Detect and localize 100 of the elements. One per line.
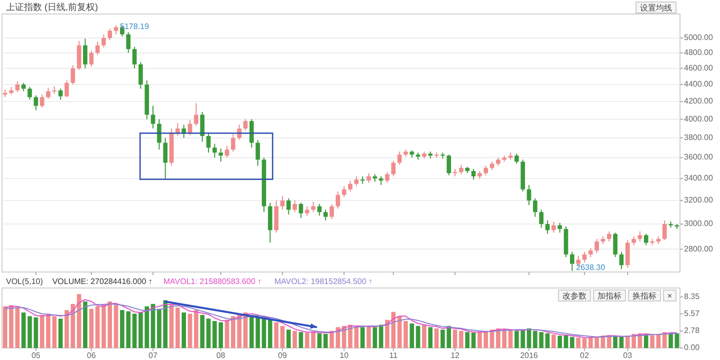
x-tick-label: 02 bbox=[580, 351, 590, 360]
bar bbox=[268, 320, 272, 348]
bar bbox=[182, 312, 186, 348]
candlestick bbox=[163, 137, 168, 179]
candlestick bbox=[570, 251, 574, 272]
bar bbox=[613, 336, 618, 348]
annotation: 换指标 bbox=[632, 292, 657, 300]
bar bbox=[40, 314, 44, 348]
bar bbox=[89, 308, 94, 348]
candlestick bbox=[249, 118, 254, 148]
candlestick bbox=[230, 134, 236, 152]
candlestick bbox=[102, 34, 106, 48]
candlestick bbox=[323, 209, 328, 221]
annotation: 2638.30 bbox=[576, 262, 606, 272]
candlestick bbox=[526, 184, 532, 206]
bar bbox=[582, 338, 587, 348]
annotation: 5178.19 bbox=[120, 22, 150, 32]
bar bbox=[471, 332, 476, 348]
candlestick bbox=[89, 50, 94, 68]
candlestick bbox=[243, 118, 248, 131]
bar bbox=[15, 308, 20, 348]
y-tick-label: 4400.00 bbox=[684, 80, 714, 89]
bar bbox=[194, 310, 198, 348]
candlestick bbox=[218, 148, 223, 162]
candlestick bbox=[194, 102, 198, 126]
candlestick bbox=[83, 38, 88, 69]
bar bbox=[200, 314, 204, 348]
bar bbox=[2, 306, 8, 348]
x-tick-label: 12 bbox=[450, 351, 460, 360]
bar bbox=[545, 333, 550, 348]
bar bbox=[58, 318, 63, 348]
candlestick bbox=[662, 220, 667, 241]
bar bbox=[372, 327, 378, 348]
candlestick bbox=[311, 201, 316, 213]
candlestick bbox=[539, 209, 544, 228]
bar bbox=[416, 326, 420, 348]
y-tick-label: 3400.00 bbox=[684, 174, 714, 183]
candlestick bbox=[206, 132, 211, 154]
y-tick-label: 4000.00 bbox=[684, 114, 714, 124]
text: MAVOL2: 198152854.500 ↑ bbox=[274, 277, 373, 286]
candlestick bbox=[304, 206, 310, 216]
bar bbox=[360, 327, 365, 348]
candlestick bbox=[95, 41, 100, 56]
y-tick-label: 0.00 bbox=[684, 343, 700, 352]
bar bbox=[330, 330, 334, 348]
candlestick bbox=[619, 251, 624, 270]
candlestick bbox=[484, 165, 488, 176]
candlestick bbox=[200, 112, 204, 142]
candlestick bbox=[551, 221, 556, 234]
y-tick-label: 2800.00 bbox=[684, 244, 714, 254]
y-tick-label: 4600.00 bbox=[684, 63, 714, 72]
bar bbox=[83, 301, 88, 348]
x-tick-label: 03 bbox=[623, 351, 633, 360]
candlestick bbox=[298, 202, 304, 219]
candlestick bbox=[397, 151, 402, 166]
bar bbox=[644, 334, 648, 348]
bar bbox=[21, 312, 26, 348]
candlestick bbox=[114, 24, 118, 35]
y-tick-label: 8.35 bbox=[684, 292, 700, 301]
candlestick bbox=[212, 143, 217, 158]
y-tick-label: 4200.00 bbox=[684, 96, 714, 106]
annotation: × bbox=[667, 292, 672, 300]
candlestick bbox=[588, 247, 593, 258]
x-tick-label: 2016 bbox=[520, 351, 538, 360]
chart-title: 上证指数 (日线,前复权) bbox=[6, 2, 98, 12]
y-tick-label: 5000.00 bbox=[684, 33, 714, 42]
bar bbox=[286, 330, 291, 348]
x-tick-label: 05 bbox=[31, 351, 41, 360]
candlestick bbox=[342, 186, 346, 198]
x-tick-label: 07 bbox=[148, 351, 158, 360]
candlestick bbox=[514, 153, 519, 164]
y-tick-label: 3600.00 bbox=[684, 152, 714, 162]
candlestick bbox=[613, 232, 618, 258]
candlestick bbox=[391, 160, 396, 177]
bar bbox=[348, 324, 352, 348]
bar bbox=[95, 306, 100, 348]
candlestick bbox=[224, 145, 230, 158]
candlestick bbox=[15, 80, 20, 93]
candlestick bbox=[126, 32, 131, 54]
candlestick bbox=[157, 118, 162, 150]
bar bbox=[434, 328, 439, 348]
candlestick bbox=[256, 139, 260, 166]
x-tick-label: 09 bbox=[278, 351, 288, 360]
candlestick bbox=[138, 62, 143, 90]
bar bbox=[570, 336, 574, 348]
bar bbox=[465, 332, 470, 348]
x-tick-label: 06 bbox=[86, 351, 96, 360]
candlestick bbox=[274, 200, 278, 234]
bar bbox=[508, 330, 513, 348]
candlestick bbox=[385, 172, 390, 184]
bar bbox=[169, 305, 174, 348]
annotation: 改参数 bbox=[562, 292, 587, 300]
bar bbox=[298, 332, 304, 348]
bar bbox=[404, 321, 408, 348]
candlestick bbox=[58, 88, 63, 100]
candlestick bbox=[132, 46, 137, 69]
bar bbox=[366, 326, 371, 348]
candlestick bbox=[150, 105, 156, 129]
candlestick bbox=[34, 94, 38, 111]
candlestick bbox=[558, 222, 562, 234]
